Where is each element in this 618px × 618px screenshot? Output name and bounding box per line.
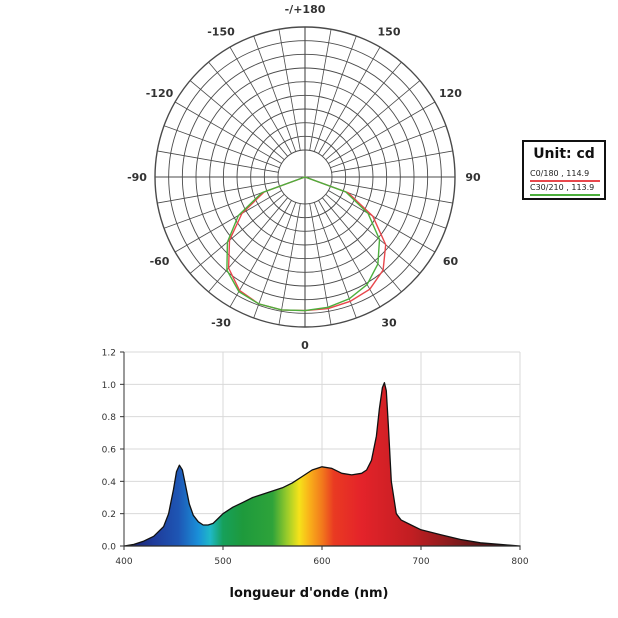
spectrum-y-tick-label: 0.6	[102, 446, 117, 456]
spectrum-y-tick-label: 0.8	[102, 413, 117, 423]
polar-spoke	[328, 101, 436, 164]
polar-spoke	[318, 46, 381, 154]
polar-spoke	[313, 35, 357, 152]
polar-angle-label: -/+180	[285, 3, 326, 16]
polar-spoke	[174, 101, 282, 164]
polar-curve-c0	[227, 176, 387, 312]
polar-angle-label: -60	[150, 255, 170, 268]
polar-spoke	[322, 61, 402, 157]
polar-angle-label: -120	[146, 87, 174, 100]
polar-spoke	[330, 125, 447, 169]
spectrum-x-axis-title: longueur d'onde (nm)	[229, 586, 389, 601]
legend-entry-c30: C30/210 , 113.9	[530, 183, 595, 192]
polar-spoke	[229, 200, 292, 308]
spectrum-x-tick-label: 700	[412, 557, 429, 567]
polar-legend: Unit: cd C0/180 , 114.9 C30/210 , 113.9	[522, 140, 606, 200]
polar-angle-label: -30	[211, 316, 231, 329]
polar-spoke	[322, 197, 402, 293]
polar-chart: -/+180 150 -150 120 -120 90 -90 60 -60 30 -30 0	[127, 3, 481, 352]
polar-spoke	[253, 35, 297, 152]
legend-swatch-c0	[530, 180, 600, 182]
polar-angle-label: 120	[439, 87, 462, 100]
polar-angle-label: 30	[381, 316, 397, 329]
spectrum-y-tick-label: 1.2	[102, 349, 116, 359]
polar-angle-label: -150	[207, 26, 235, 39]
polar-spoke	[157, 150, 279, 173]
spectrum-x-tick-label: 600	[313, 557, 330, 567]
polar-spoke	[325, 194, 421, 274]
polar-spoke	[229, 46, 292, 154]
polar-angle-label: -90	[127, 171, 147, 184]
polar-spoke	[309, 203, 332, 325]
polar-spoke	[157, 181, 279, 204]
polar-spoke	[208, 61, 288, 157]
polar-angle-label: 0	[301, 339, 309, 352]
polar-spoke	[174, 190, 282, 253]
polar-spoke	[189, 194, 285, 274]
legend-swatch-c30	[530, 194, 600, 196]
spectrum-area	[123, 382, 521, 547]
spectrum-y-tick-label: 0.2	[102, 510, 116, 520]
spectrum-y-tick-label: 0.4	[102, 478, 117, 488]
spectrum-x-tick-label: 400	[115, 557, 132, 567]
polar-spoke	[163, 125, 280, 169]
spectrum-y-tick-label: 1.0	[102, 381, 117, 391]
polar-angle-label: 90	[465, 171, 481, 184]
legend-entry-c0: C0/180 , 114.9	[530, 169, 590, 178]
polar-spoke	[278, 29, 301, 151]
polar-spoke	[328, 190, 436, 253]
spectrum-chart: 0.0 0.2 0.4 0.6 0.8 1.0 1.2 400 500 600 700 800	[102, 349, 529, 568]
polar-spoke	[253, 202, 297, 319]
polar-spoke	[325, 80, 421, 160]
spectrum-y-tick-label: 0.0	[102, 543, 117, 553]
spectrum-x-tick-label: 500	[214, 557, 231, 567]
polar-angle-label: 150	[378, 26, 401, 39]
polar-curve-c30	[226, 176, 381, 312]
polar-angle-label: 60	[443, 255, 459, 268]
polar-spoke	[331, 181, 453, 204]
spectrum-x-tick-label: 800	[511, 557, 528, 567]
polar-spoke	[278, 203, 301, 325]
polar-spoke	[331, 150, 453, 173]
polar-spoke	[208, 197, 288, 293]
legend-unit-label: Unit: cd	[533, 146, 595, 162]
polar-spoke	[309, 29, 332, 151]
polar-spoke	[189, 80, 285, 160]
